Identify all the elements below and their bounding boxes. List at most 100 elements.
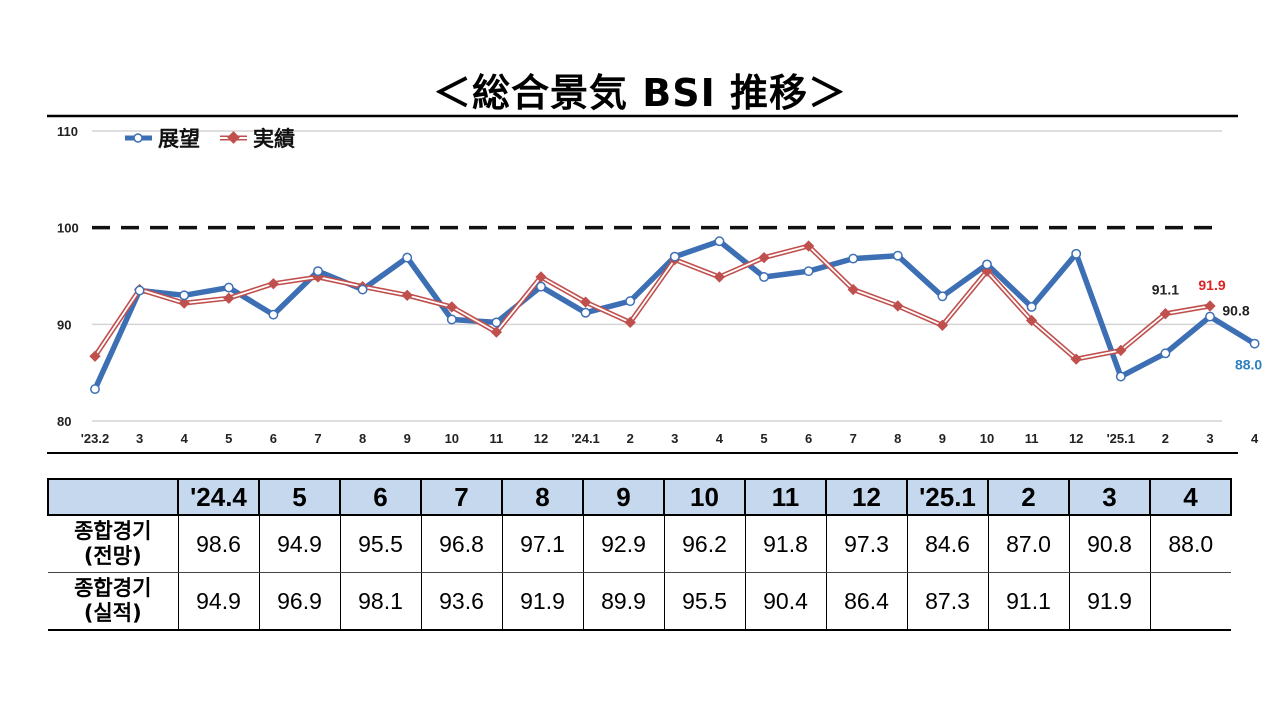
x-tick-label: 2 bbox=[627, 431, 634, 446]
point-actual bbox=[1025, 314, 1038, 327]
table-cell: 87.0 bbox=[987, 515, 1070, 573]
y-axis-ticks: 80 90 100 110 bbox=[57, 124, 79, 429]
y-tick-label: 110 bbox=[57, 124, 78, 139]
table-row-label: 종합경기 (전망) bbox=[48, 515, 179, 573]
table-cell: 86.4 bbox=[825, 572, 908, 631]
series-line-actual bbox=[92, 243, 1211, 362]
table-cell: 95.5 bbox=[339, 515, 422, 573]
table-cell: 92.9 bbox=[582, 515, 665, 573]
table-cell: 97.3 bbox=[825, 515, 908, 573]
point-actual bbox=[401, 289, 413, 301]
point-outlook bbox=[223, 282, 234, 293]
x-tick-label: '25.1 bbox=[1107, 431, 1135, 446]
table-cell: 94.9 bbox=[177, 572, 260, 631]
point-outlook bbox=[669, 251, 680, 262]
point-actual bbox=[446, 301, 458, 313]
point-outlook bbox=[313, 266, 323, 277]
table-cell: 91.8 bbox=[744, 515, 827, 573]
table-header-cell: 4 bbox=[1149, 478, 1232, 516]
x-tick-label: 7 bbox=[314, 431, 321, 446]
table-cell: 90.8 bbox=[1068, 515, 1151, 573]
table-cell: 91.9 bbox=[501, 572, 584, 631]
table-cell: 94.9 bbox=[258, 515, 341, 573]
series-points bbox=[89, 236, 1260, 395]
point-outlook bbox=[580, 307, 591, 318]
point-actual bbox=[579, 296, 592, 308]
row-label-line1: 종합경기 bbox=[74, 576, 152, 600]
point-outlook bbox=[1205, 311, 1215, 322]
point-outlook bbox=[714, 236, 725, 247]
table-header-cell: 9 bbox=[582, 478, 665, 516]
x-tick-label: 5 bbox=[225, 431, 232, 446]
legend-label-actual: 実績 bbox=[253, 127, 295, 151]
point-actual bbox=[490, 326, 503, 338]
point-actual bbox=[1115, 344, 1127, 357]
legend-label-outlook: 展望 bbox=[158, 127, 200, 151]
x-tick-label: 10 bbox=[445, 431, 459, 446]
data-label: 91.1 bbox=[1152, 282, 1179, 298]
table-header-cell: 10 bbox=[663, 478, 746, 516]
x-tick-label: 8 bbox=[894, 431, 901, 446]
table-header-corner bbox=[47, 478, 179, 516]
point-actual bbox=[223, 292, 235, 304]
point-outlook bbox=[90, 384, 100, 395]
x-tick-label: 3 bbox=[671, 431, 678, 446]
point-outlook bbox=[1249, 338, 1260, 349]
point-outlook bbox=[1026, 301, 1037, 312]
x-tick-label: 12 bbox=[534, 431, 548, 446]
point-actual bbox=[936, 319, 949, 331]
point-actual bbox=[892, 300, 904, 312]
point-actual bbox=[1204, 300, 1216, 312]
table-body: 종합경기 (전망) 98.6 94.9 95.5 96.8 97.1 92.9 96.2 91.8… bbox=[48, 515, 1231, 631]
x-tick-label: 7 bbox=[850, 431, 857, 446]
y-tick-label: 100 bbox=[57, 221, 79, 236]
table-cell: 96.8 bbox=[420, 515, 503, 573]
table-header-cell: 11 bbox=[744, 478, 827, 516]
legend-marker-actual bbox=[227, 131, 240, 144]
bsi-line-chart: 80 90 100 110 '23.2 3 4 5 6 7 8 9 10 11 12 '24.1 2 3 4 5 6 7… bbox=[47, 114, 1262, 454]
point-actual bbox=[758, 251, 770, 264]
point-outlook bbox=[357, 284, 368, 295]
point-outlook bbox=[1160, 348, 1171, 359]
table-cell: 98.1 bbox=[339, 572, 422, 631]
data-label: 90.8 bbox=[1222, 303, 1249, 319]
x-tick-label: 11 bbox=[1025, 431, 1039, 446]
table-cell: 95.5 bbox=[663, 572, 746, 631]
table-header-row: '24.4 5 6 7 8 9 10 11 12'25.1 2 3 4 bbox=[47, 478, 1232, 516]
page-title: ＜総合景気 BSI 推移＞ bbox=[433, 71, 847, 115]
x-tick-label: 12 bbox=[1069, 431, 1083, 446]
point-outlook bbox=[179, 290, 190, 301]
table-header-cell: 7 bbox=[420, 478, 503, 516]
table-cell: 89.9 bbox=[582, 572, 665, 631]
legend-marker-outlook bbox=[133, 133, 143, 143]
point-outlook bbox=[134, 285, 145, 296]
x-tick-label: 6 bbox=[805, 431, 812, 446]
table-row: 종합경기 (전망) 98.6 94.9 95.5 96.8 97.1 92.9 96.2 91.8… bbox=[48, 515, 1231, 573]
table-row: 종합경기 (실적) 94.9 96.9 98.1 93.6 91.9 89.9 95.5 90.4… bbox=[48, 572, 1231, 631]
table-header-cell: 8 bbox=[501, 478, 584, 516]
table-header-cell: 3 bbox=[1068, 478, 1151, 516]
table-cell: 96.9 bbox=[258, 572, 341, 631]
legend-item-actual: 実績 bbox=[220, 127, 295, 151]
point-outlook bbox=[536, 281, 546, 292]
data-label: 88.0 bbox=[1235, 357, 1262, 373]
x-axis-ticks: '23.2 3 4 5 6 7 8 9 10 11 12 '24.1 2 3 4 5 6 7 8 9 10 11 12 '25… bbox=[81, 431, 1259, 446]
series-line-actual-inner bbox=[94, 245, 1211, 361]
table-header-cell: '25.1 bbox=[906, 478, 989, 516]
x-tick-label: 4 bbox=[181, 431, 189, 446]
y-tick-label: 80 bbox=[57, 414, 71, 429]
x-tick-label: '24.1 bbox=[571, 431, 599, 446]
point-outlook bbox=[803, 266, 814, 277]
x-tick-label: 3 bbox=[1206, 431, 1213, 446]
bsi-data-table: '24.4 5 6 7 8 9 10 11 12'25.1 2 3 4 종합경기 (전망) 98.6 94.… bbox=[47, 478, 1232, 631]
x-tick-label: 5 bbox=[760, 431, 767, 446]
point-actual bbox=[802, 240, 815, 252]
table-cell: 88.0 bbox=[1149, 515, 1231, 573]
table-cell: 91.1 bbox=[987, 572, 1070, 631]
table-row-label: 종합경기 (실적) bbox=[48, 572, 179, 631]
x-tick-label: 11 bbox=[490, 431, 504, 446]
table-cell: 87.3 bbox=[906, 572, 989, 631]
point-actual bbox=[1159, 308, 1172, 320]
point-actual bbox=[1070, 353, 1082, 365]
x-tick-label: 4 bbox=[1251, 431, 1259, 446]
